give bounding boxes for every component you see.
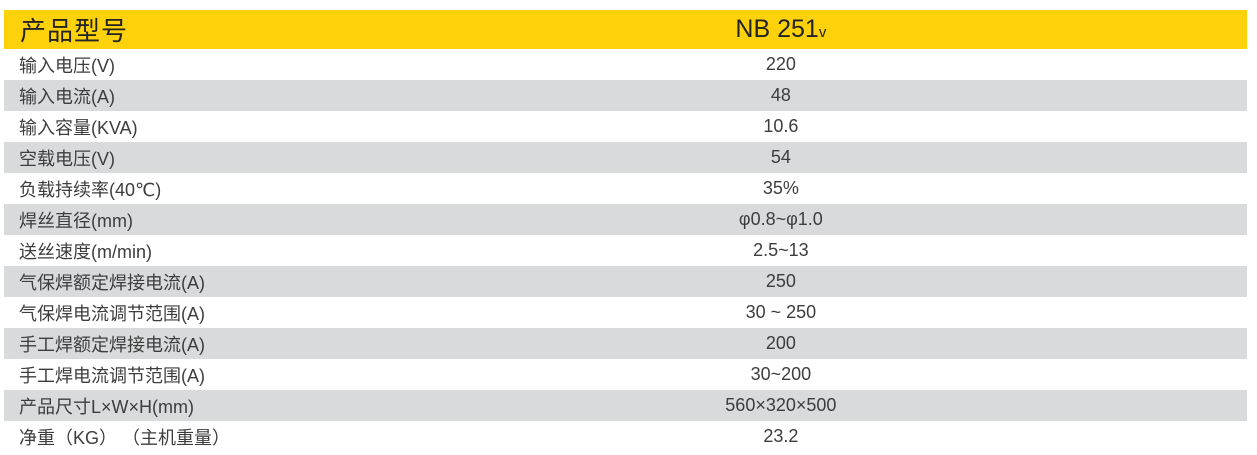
spec-row-gas-rated-current: 气保焊额定焊接电流(A) 250 [4, 266, 1247, 297]
spec-value: 560×320×500 [725, 395, 837, 415]
spec-label: 空载电压(V) [19, 148, 115, 169]
spec-label: 负载持续率(40℃) [19, 179, 162, 200]
spec-row-dimensions: 产品尺寸L×W×H(mm) 560×320×500 [4, 390, 1247, 421]
spec-value: 10.6 [763, 116, 799, 136]
spec-rows: 输入电压(V) 220 输入电流(A) 48 输入容量(KVA) 10.6 空载… [4, 49, 1247, 452]
spec-label: 手工焊电流调节范围(A) [19, 365, 205, 386]
table-header-row: 产品型号 NB 251v [4, 10, 1247, 49]
spec-label: 输入容量(KVA) [19, 117, 138, 138]
spec-row-net-weight: 净重（KG） （主机重量） 23.2 [4, 421, 1247, 452]
spec-label: 气保焊额定焊接电流(A) [19, 272, 205, 293]
spec-row-input-capacity: 输入容量(KVA) 10.6 [4, 111, 1247, 142]
spec-label: 输入电压(V) [19, 55, 115, 76]
spec-value: 35% [762, 178, 799, 198]
model-suffix: v [818, 24, 827, 41]
model-name: NB 251 [735, 15, 819, 43]
spec-value: 250 [765, 271, 796, 291]
spec-value: φ0.8~φ1.0 [738, 209, 823, 229]
spec-label: 手工焊额定焊接电流(A) [19, 334, 205, 355]
spec-label: 净重（KG） （主机重量） [19, 427, 231, 448]
spec-value: 54 [770, 147, 791, 167]
spec-row-input-current: 输入电流(A) 48 [4, 80, 1247, 111]
spec-row-duty-cycle: 负载持续率(40℃) 35% [4, 173, 1247, 204]
spec-value: 30 ~ 250 [745, 302, 817, 322]
spec-value: 23.2 [763, 426, 799, 446]
spec-label: 产品尺寸L×W×H(mm) [19, 396, 194, 417]
spec-row-no-load-voltage: 空载电压(V) 54 [4, 142, 1247, 173]
spec-value: 200 [765, 333, 796, 353]
spec-row-manual-rated-current: 手工焊额定焊接电流(A) 200 [4, 328, 1247, 359]
spec-row-wire-feed-speed: 送丝速度(m/min) 2.5~13 [4, 235, 1247, 266]
spec-row-input-voltage: 输入电压(V) 220 [4, 49, 1247, 80]
product-model-value: NB 251v [439, 15, 1123, 44]
spec-value: 2.5~13 [753, 240, 809, 260]
spec-label: 输入电流(A) [19, 86, 115, 107]
product-model-header-label: 产品型号 [20, 16, 129, 46]
spec-value: 220 [765, 54, 796, 74]
spec-row-wire-diameter: 焊丝直径(mm) φ0.8~φ1.0 [4, 204, 1247, 235]
spec-label: 气保焊电流调节范围(A) [19, 303, 205, 324]
product-spec-table: 产品型号 NB 251v 输入电压(V) 220 输入电流(A) 48 输入容量… [4, 10, 1247, 452]
spec-row-gas-current-range: 气保焊电流调节范围(A) 30 ~ 250 [4, 297, 1247, 328]
spec-value: 30~200 [750, 364, 812, 384]
spec-row-manual-current-range: 手工焊电流调节范围(A) 30~200 [4, 359, 1247, 390]
spec-value: 48 [770, 85, 791, 105]
spec-label: 焊丝直径(mm) [19, 210, 133, 231]
spec-label: 送丝速度(m/min) [19, 241, 152, 262]
